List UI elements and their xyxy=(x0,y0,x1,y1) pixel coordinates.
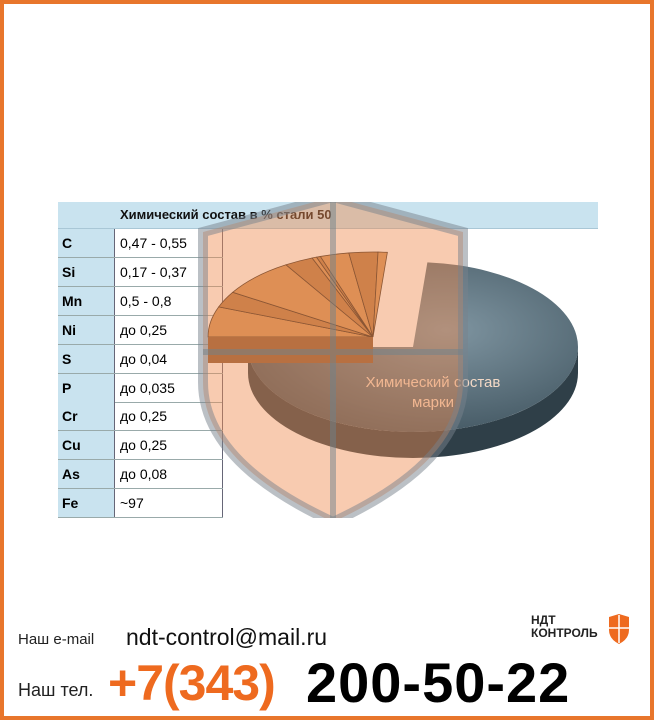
pie-label-line2: марки xyxy=(412,394,454,411)
table-row: Mn 0,5 - 0,8 xyxy=(58,286,223,316)
pie-chart: Химический составмарки xyxy=(198,202,578,518)
watermark-cross-icon xyxy=(203,202,463,518)
element-symbol: Cr xyxy=(58,402,115,431)
element-symbol: Ni xyxy=(58,315,115,344)
element-value: до 0,035 xyxy=(116,373,223,402)
element-value: 0,5 - 0,8 xyxy=(116,286,223,315)
element-symbol: Cu xyxy=(58,431,115,460)
element-value: до 0,08 xyxy=(116,460,223,489)
table-row: Fe ~97 xyxy=(58,489,223,519)
element-symbol: Si xyxy=(58,257,115,286)
phone-label: Наш тел. xyxy=(18,680,94,700)
table-row: Cu до 0,25 xyxy=(58,431,223,461)
email-label: Наш e-mail xyxy=(18,631,95,648)
element-symbol: C xyxy=(58,229,115,257)
pie-slice-as xyxy=(372,251,388,338)
table-row: C 0,47 - 0,55 xyxy=(58,229,223,258)
logo-text-2: КОНТРОЛЬ xyxy=(531,626,598,640)
shield-logo-icon xyxy=(609,614,629,644)
element-value: до 0,25 xyxy=(116,402,223,431)
element-symbol: Mn xyxy=(58,286,115,315)
element-symbol: S xyxy=(58,344,115,373)
table-row: As до 0,08 xyxy=(58,460,223,490)
element-symbol: Fe xyxy=(58,489,115,518)
element-symbol: P xyxy=(58,373,115,402)
element-value: 0,17 - 0,37 xyxy=(116,257,223,286)
table-row: Si 0,17 - 0,37 xyxy=(58,257,223,287)
element-value: 0,47 - 0,55 xyxy=(116,229,223,257)
phone-code[interactable]: +7(343) xyxy=(108,655,276,711)
company-logo: НДТ КОНТРОЛЬ xyxy=(531,613,629,644)
composition-table: Химический состав в % стали 50 C 0,47 - 0… xyxy=(58,202,598,519)
element-value: ~97 xyxy=(116,489,223,518)
email-link[interactable]: ndt-control@mail.ru xyxy=(126,624,328,650)
element-symbol: As xyxy=(58,460,115,489)
phone-number[interactable]: 200-50-22 xyxy=(306,651,571,714)
table-row: Ni до 0,25 xyxy=(58,315,223,345)
table-row: Cr до 0,25 xyxy=(58,402,223,432)
logo-text-1: НДТ xyxy=(531,613,556,627)
